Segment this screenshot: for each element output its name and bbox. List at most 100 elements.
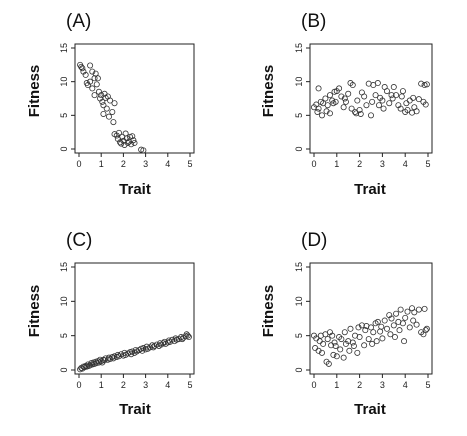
data-point-b-51 — [393, 92, 400, 99]
data-point-b-58 — [404, 106, 411, 113]
data-point-d-35 — [361, 342, 368, 349]
data-point-b-8 — [322, 95, 329, 102]
x-tick-label-a-1: 1 — [99, 159, 104, 169]
y-tick-label-c-5: 5 — [59, 333, 69, 338]
x-tick-label-a-5: 5 — [187, 159, 192, 169]
data-point-a-37 — [119, 133, 126, 140]
data-point-a-50 — [140, 147, 147, 154]
data-point-b-48 — [388, 92, 395, 99]
data-point-a-4 — [82, 71, 89, 78]
data-point-a-26 — [105, 113, 112, 120]
data-point-b-47 — [386, 100, 393, 107]
data-point-a-20 — [100, 102, 107, 109]
panel-a: (A) 0 1 2 3 4 5 0 5 10 15 Trait Fitness — [26, 11, 195, 198]
data-point-b-9 — [323, 108, 330, 115]
x-tick-label-d-5: 5 — [425, 380, 430, 390]
x-tick-label-c-5: 5 — [187, 380, 192, 390]
data-point-d-54 — [391, 334, 398, 341]
data-point-d-15 — [330, 351, 337, 358]
data-point-b-11 — [326, 110, 333, 117]
data-point-a-10 — [89, 85, 96, 92]
data-point-b-59 — [406, 97, 413, 104]
data-point-d-51 — [387, 331, 394, 338]
data-point-d-61 — [402, 314, 409, 321]
x-tick-label-a-2: 2 — [121, 159, 126, 169]
panel-label-c: (C) — [66, 230, 92, 251]
y-axis-title-d: Fitness — [260, 285, 277, 338]
data-point-a-7 — [87, 78, 94, 85]
y-axis-title-c: Fitness — [26, 285, 43, 338]
x-tick-label-a-0: 0 — [76, 159, 81, 169]
data-point-d-52 — [388, 315, 395, 322]
data-point-c-63 — [165, 337, 172, 344]
data-point-d-63 — [406, 324, 413, 331]
x-tick-label-a-4: 4 — [165, 159, 170, 169]
data-point-b-13 — [329, 97, 336, 104]
data-point-a-24 — [103, 105, 110, 112]
data-point-d-62 — [404, 308, 411, 315]
data-point-b-64 — [415, 96, 422, 103]
data-point-d-40 — [369, 340, 376, 347]
x-axis-title-d: Trait — [354, 401, 386, 418]
data-point-b-68 — [422, 101, 429, 108]
data-point-b-22 — [342, 98, 349, 105]
data-point-d-21 — [338, 336, 345, 343]
data-point-a-21 — [100, 110, 107, 117]
data-point-b-43 — [379, 97, 386, 104]
data-point-a-27 — [107, 97, 114, 104]
data-point-a-47 — [130, 137, 137, 144]
data-point-d-3 — [315, 347, 322, 354]
data-point-c-39 — [128, 351, 135, 358]
data-point-b-50 — [390, 84, 397, 91]
data-point-b-29 — [354, 97, 361, 104]
data-point-d-22 — [340, 354, 347, 361]
x-tick-label-b-4: 4 — [403, 159, 408, 169]
x-tick-label-b-1: 1 — [334, 159, 339, 169]
panel-b: (B) 0 1 2 3 4 5 0 5 10 15 Trait Fitness — [260, 11, 433, 198]
data-point-b-30 — [356, 106, 363, 113]
data-point-b-16 — [332, 98, 339, 105]
data-point-b-33 — [361, 93, 368, 100]
data-point-d-66 — [411, 309, 418, 316]
data-point-b-18 — [336, 85, 343, 92]
data-point-d-36 — [362, 327, 369, 334]
data-point-d-57 — [396, 327, 403, 334]
data-point-d-49 — [383, 325, 390, 332]
data-point-d-20 — [337, 346, 344, 353]
data-point-d-44 — [374, 318, 381, 325]
y-tick-label-b-10: 10 — [294, 77, 304, 87]
x-tick-label-c-1: 1 — [99, 380, 104, 390]
data-point-a-48 — [131, 139, 138, 146]
plot-frame-b — [309, 43, 433, 154]
data-point-a-15 — [94, 75, 101, 82]
y-tick-label-a-0: 0 — [59, 146, 69, 151]
data-point-b-25 — [348, 105, 355, 112]
data-point-a-42 — [124, 139, 131, 146]
data-point-d-32 — [355, 324, 362, 331]
x-tick-label-d-3: 3 — [380, 380, 385, 390]
y-tick-label-d-5: 5 — [294, 333, 304, 338]
panel-label-b: (B) — [301, 11, 326, 32]
x-tick-label-b-0: 0 — [311, 159, 316, 169]
data-point-d-60 — [401, 338, 408, 345]
x-tick-label-a-3: 3 — [143, 159, 148, 169]
data-point-b-63 — [413, 108, 420, 115]
data-point-b-19 — [338, 93, 345, 100]
data-point-b-10 — [324, 102, 331, 109]
data-point-a-9 — [89, 68, 96, 75]
data-point-b-20 — [340, 104, 347, 111]
data-point-d-48 — [381, 317, 388, 324]
data-point-b-36 — [367, 112, 374, 119]
y-tick-label-c-10: 10 — [59, 296, 69, 306]
x-axis-title-b: Trait — [354, 181, 386, 198]
data-point-b-26 — [349, 82, 356, 89]
data-point-b-3 — [315, 105, 322, 112]
panel-d: (D) 0 1 2 3 4 5 0 5 10 15 Trait Fitness — [260, 230, 433, 418]
data-point-b-65 — [418, 80, 425, 87]
data-point-b-2 — [314, 108, 321, 115]
panel-label-a: (A) — [66, 11, 91, 32]
x-tick-label-c-0: 0 — [76, 380, 81, 390]
data-point-d-43 — [373, 338, 380, 345]
data-point-b-6 — [318, 112, 325, 119]
